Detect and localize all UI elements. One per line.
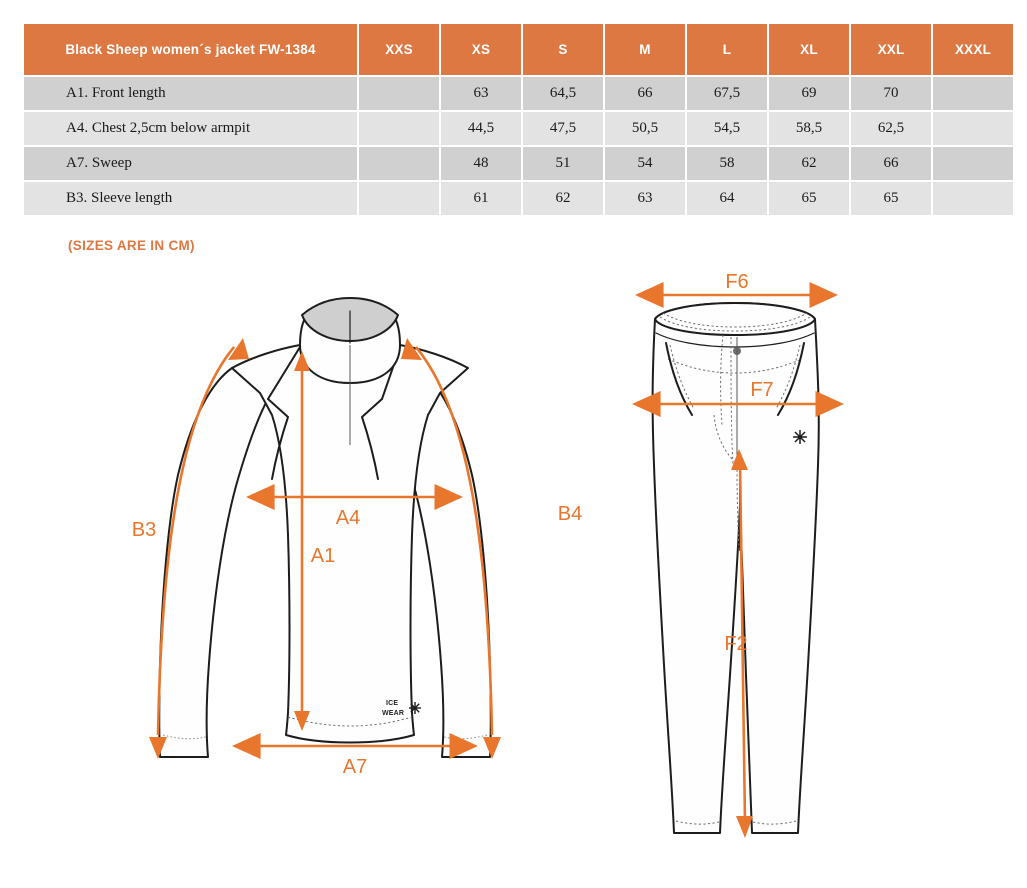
table-row: A1. Front length 63 64,5 66 67,5 69 70 xyxy=(24,77,1013,110)
measure-value: 47,5 xyxy=(523,112,603,145)
measure-value: 67,5 xyxy=(687,77,767,110)
measure-value xyxy=(933,112,1013,145)
measure-value xyxy=(933,182,1013,215)
size-header-xl: XL xyxy=(769,24,849,75)
measure-value: 64 xyxy=(687,182,767,215)
measure-value xyxy=(933,77,1013,110)
measure-label: A4. Chest 2,5cm below armpit xyxy=(24,112,357,145)
measure-value xyxy=(359,112,439,145)
measure-value: 63 xyxy=(441,77,521,110)
size-header-m: M xyxy=(605,24,685,75)
size-header-s: S xyxy=(523,24,603,75)
measure-value: 65 xyxy=(851,182,931,215)
measure-value xyxy=(359,147,439,180)
waist-width-arrow: F6 xyxy=(635,271,838,308)
measure-value: 54,5 xyxy=(687,112,767,145)
measure-label: A7. Sweep xyxy=(24,147,357,180)
snowflake-icon xyxy=(409,702,421,714)
table-header-row: Black Sheep women´s jacket FW-1384 XXS X… xyxy=(24,24,1013,75)
table-row: A7. Sweep 48 51 54 58 62 66 xyxy=(24,147,1013,180)
measure-value: 48 xyxy=(441,147,521,180)
size-header-xxxl: XXXL xyxy=(933,24,1013,75)
table-row: A4. Chest 2,5cm below armpit 44,5 47,5 5… xyxy=(24,112,1013,145)
measure-value: 64,5 xyxy=(523,77,603,110)
measure-value: 50,5 xyxy=(605,112,685,145)
measure-label: A1. Front length xyxy=(24,77,357,110)
jacket-illustration: ICE WEAR A4 A1 A7 xyxy=(132,297,582,778)
measure-code-f7: F7 xyxy=(750,379,773,401)
measure-value: 62 xyxy=(523,182,603,215)
table-row: B3. Sleeve length 61 62 63 64 65 65 xyxy=(24,182,1013,215)
sleeve-length-left-arrow: B3 xyxy=(132,338,249,759)
measure-value: 62 xyxy=(769,147,849,180)
measure-code-b4: B4 xyxy=(558,503,582,525)
size-header-xs: XS xyxy=(441,24,521,75)
snowflake-icon xyxy=(793,430,807,444)
pants-illustration: F6 F7 F2 xyxy=(632,271,844,838)
size-chart-table: Black Sheep women´s jacket FW-1384 XXS X… xyxy=(22,22,1015,217)
measure-label: B3. Sleeve length xyxy=(24,182,357,215)
size-header-xxs: XXS xyxy=(359,24,439,75)
units-note: (SIZES ARE IN CM) xyxy=(68,238,195,253)
measure-value: 61 xyxy=(441,182,521,215)
front-length-arrow: A1 xyxy=(294,351,335,731)
measure-code-b3: B3 xyxy=(132,519,156,541)
measure-value: 51 xyxy=(523,147,603,180)
inseam-length-arrow: F2 xyxy=(724,449,753,838)
size-header-l: L xyxy=(687,24,767,75)
measure-value: 58 xyxy=(687,147,767,180)
measure-value: 62,5 xyxy=(851,112,931,145)
measure-code-a7: A7 xyxy=(343,756,367,778)
jacket-brand-line1: ICE xyxy=(386,700,398,707)
jacket-brand-line2: WEAR xyxy=(382,710,404,717)
measure-code-f6: F6 xyxy=(725,271,748,293)
measure-code-a4: A4 xyxy=(336,507,360,529)
measure-value xyxy=(359,77,439,110)
measure-code-a1: A1 xyxy=(311,545,335,567)
measure-code-f2: F2 xyxy=(724,633,747,655)
measure-value: 69 xyxy=(769,77,849,110)
chest-width-arrow: A4 xyxy=(246,484,463,529)
hip-width-arrow: F7 xyxy=(632,379,844,417)
measure-value: 63 xyxy=(605,182,685,215)
sweep-width-arrow: A7 xyxy=(232,733,478,778)
measure-value xyxy=(933,147,1013,180)
measure-value: 44,5 xyxy=(441,112,521,145)
measure-value: 70 xyxy=(851,77,931,110)
measure-value xyxy=(359,182,439,215)
measure-value: 65 xyxy=(769,182,849,215)
size-header-xxl: XXL xyxy=(851,24,931,75)
sleeve-length-right-arrow: B4 xyxy=(401,338,582,759)
measure-value: 66 xyxy=(851,147,931,180)
measure-value: 54 xyxy=(605,147,685,180)
measure-value: 58,5 xyxy=(769,112,849,145)
product-title-header: Black Sheep women´s jacket FW-1384 xyxy=(24,24,357,75)
measure-value: 66 xyxy=(605,77,685,110)
